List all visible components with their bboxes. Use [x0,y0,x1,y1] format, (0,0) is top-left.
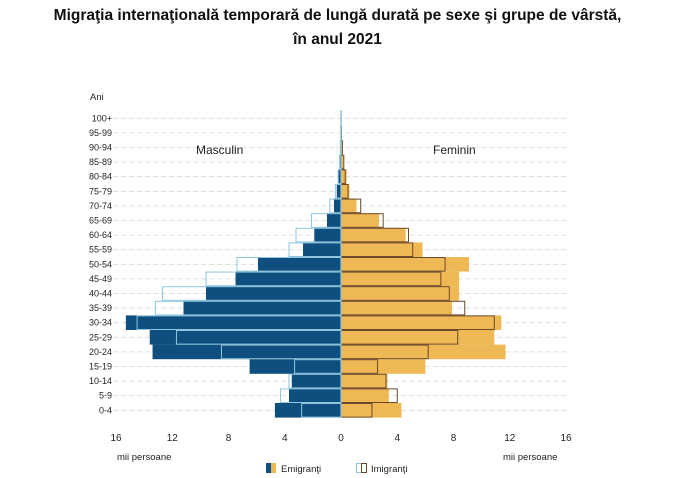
age-group-label: 70-74 [89,201,112,211]
bar-emigranti-masculin [314,227,341,243]
bar-emigranti-masculin [152,344,341,360]
age-group-label: 35-39 [89,303,112,313]
x-axis-label-left: mii persoane [117,452,171,463]
age-group-label: 40-44 [89,289,112,299]
age-group-label: 5-9 [99,391,112,401]
bars [125,111,506,418]
bar-emigranti-masculin [333,198,341,214]
age-group-label: 85-89 [89,157,112,167]
age-group-label: 25-29 [89,332,112,342]
bar-emigranti-feminin [341,344,506,360]
bar-emigranti-feminin [341,300,453,316]
bar-emigranti-feminin [341,388,389,403]
bar-emigranti-feminin [341,140,343,155]
age-group-label: 50-54 [89,259,112,269]
bar-emigranti-masculin [326,213,341,228]
bar-emigranti-feminin [341,154,344,170]
bar-emigranti-masculin [149,330,341,345]
bar-emigranti-feminin [341,271,460,287]
bar-emigranti-masculin [291,373,341,389]
age-group-label: 45-49 [89,274,112,284]
x-tick-label: 12 [167,433,179,444]
bar-emigranti-feminin [341,403,402,418]
age-group-label: 90-94 [89,143,112,153]
bar-emigranti-feminin [341,169,347,184]
x-tick-label: 16 [110,433,122,444]
bar-emigranti-feminin [341,198,357,214]
bar-emigranti-masculin [258,257,341,272]
age-group-label: 55-59 [89,245,112,255]
x-tick-label: 4 [394,433,400,444]
age-group-label: 95-99 [89,128,112,138]
legend-swatch-emigranti-masc [266,463,271,473]
age-group-label: 0-4 [99,405,112,415]
x-tick-label: 4 [282,433,288,444]
bar-emigranti-feminin [341,213,379,228]
y-axis-label: Ani [90,92,104,103]
bar-emigranti-feminin [341,227,406,243]
x-tick-label: 0 [338,433,344,444]
bar-emigranti-masculin [183,300,341,316]
legend-label-emigranti: Emigranţi [281,464,321,475]
bar-emigranti-masculin [288,388,341,403]
age-group-label: 30-34 [89,318,112,328]
bar-emigranti-masculin [339,154,341,170]
legend: Emigranţi Imigranţi [266,463,407,475]
legend-swatch-imigranti-masc [356,463,362,473]
age-group-label: 80-84 [89,172,112,182]
age-group-label: 100+ [92,113,112,123]
bar-emigranti-masculin [336,184,341,199]
x-axis-label-right: mii persoane [503,452,557,463]
chart-title-line1: Migraţia internaţională temporară de lun… [53,7,622,24]
bar-emigranti-feminin [341,359,426,374]
legend-swatch-emigranti-fem [271,463,276,473]
side-label-feminin: Feminin [433,143,476,157]
bar-emigranti-masculin [249,359,341,374]
x-tick-label: 16 [560,433,572,444]
age-group-label: 60-64 [89,230,112,240]
bar-emigranti-feminin [341,242,423,257]
chart-title-line2: în anul 2021 [293,31,382,48]
age-group-label: 65-69 [89,216,112,226]
bar-emigranti-masculin [274,403,341,418]
bar-emigranti-feminin [341,257,469,272]
age-group-label: 20-24 [89,347,112,357]
bar-emigranti-feminin [341,373,388,389]
x-tick-label: 12 [504,433,516,444]
bar-emigranti-masculin [338,169,341,184]
bar-emigranti-feminin [341,184,350,199]
x-tick-label: 8 [226,433,232,444]
bar-emigranti-masculin [206,286,341,301]
bar-emigranti-masculin [235,271,341,287]
bar-emigranti-masculin [303,242,341,257]
bar-emigranti-feminin [341,330,495,345]
labels: 100+ 95-99 90-94 85-89 80-84 75-79 70-74 65-69 6… [89,113,572,444]
bar-emigranti-feminin [341,315,502,330]
age-group-label: 10-14 [89,376,112,386]
bar-emigranti-masculin [125,315,341,330]
side-label-masculin: Masculin [196,143,243,157]
legend-swatch-imigranti-fem [361,463,367,473]
age-group-label: 15-19 [89,362,112,372]
age-group-label: 75-79 [89,186,112,196]
legend-label-imigranti: Imigranţi [371,464,407,475]
bar-emigranti-feminin [341,286,460,301]
x-tick-label: 8 [451,433,457,444]
